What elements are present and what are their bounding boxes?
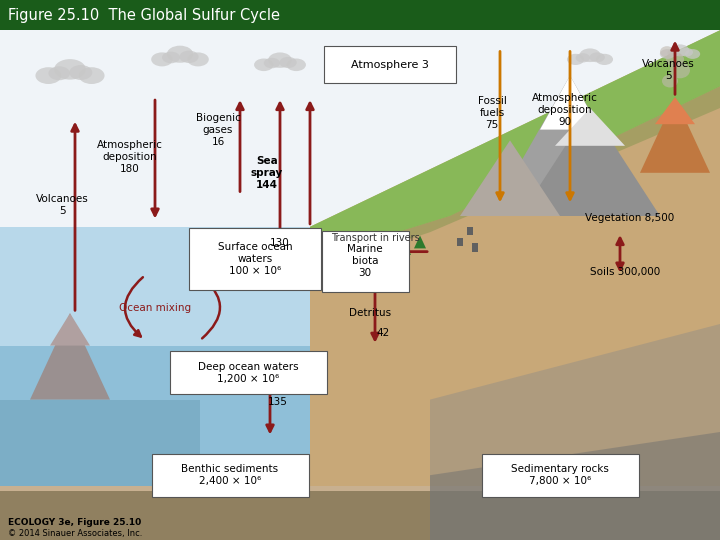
FancyBboxPatch shape	[482, 454, 639, 497]
Text: Benthic sediments
2,400 × 10⁶: Benthic sediments 2,400 × 10⁶	[181, 464, 279, 486]
Ellipse shape	[151, 52, 173, 66]
Text: Transport in rivers: Transport in rivers	[330, 233, 419, 242]
Bar	[457, 238, 463, 246]
Polygon shape	[399, 242, 411, 255]
Polygon shape	[460, 140, 560, 216]
Ellipse shape	[187, 52, 209, 66]
Text: Volcanoes
5: Volcanoes 5	[35, 194, 89, 216]
Ellipse shape	[666, 52, 684, 66]
Ellipse shape	[35, 67, 61, 84]
Ellipse shape	[671, 44, 689, 56]
Text: Ocean mixing: Ocean mixing	[119, 303, 191, 313]
Text: Atmospheric
deposition
90: Atmospheric deposition 90	[532, 93, 598, 127]
Polygon shape	[0, 346, 430, 486]
Polygon shape	[354, 232, 366, 245]
FancyBboxPatch shape	[322, 231, 408, 292]
Bar	[0, 491, 720, 540]
Polygon shape	[430, 324, 720, 540]
Polygon shape	[490, 76, 650, 216]
Polygon shape	[310, 30, 720, 259]
Polygon shape	[50, 313, 90, 346]
Ellipse shape	[54, 59, 86, 79]
Ellipse shape	[567, 54, 584, 65]
Text: 130: 130	[270, 238, 290, 248]
Text: Marine
biota
30: Marine biota 30	[347, 245, 383, 278]
FancyBboxPatch shape	[189, 228, 321, 290]
Ellipse shape	[685, 49, 700, 59]
Polygon shape	[430, 432, 720, 540]
Text: Detritus: Detritus	[349, 308, 391, 318]
Ellipse shape	[670, 62, 690, 78]
Ellipse shape	[162, 52, 180, 63]
FancyBboxPatch shape	[169, 351, 326, 394]
Ellipse shape	[595, 54, 613, 65]
Polygon shape	[310, 86, 720, 272]
Ellipse shape	[279, 57, 297, 68]
Ellipse shape	[680, 48, 693, 57]
Text: Fossil
fuels
75: Fossil fuels 75	[477, 97, 506, 130]
Polygon shape	[0, 227, 430, 486]
Bar	[0, 464, 720, 540]
Polygon shape	[540, 76, 600, 130]
Text: Atmospheric
deposition
180: Atmospheric deposition 180	[97, 140, 163, 173]
Ellipse shape	[667, 49, 680, 57]
FancyBboxPatch shape	[151, 454, 308, 497]
Ellipse shape	[69, 65, 92, 80]
Bar	[0, 0, 720, 30]
Polygon shape	[30, 313, 110, 400]
Polygon shape	[310, 30, 720, 486]
Polygon shape	[369, 238, 381, 251]
Text: Sedimentary rocks
7,800 × 10⁶: Sedimentary rocks 7,800 × 10⁶	[511, 464, 609, 486]
Polygon shape	[640, 97, 710, 173]
Ellipse shape	[287, 58, 306, 71]
Ellipse shape	[48, 66, 70, 80]
Text: Soils 300,000: Soils 300,000	[590, 267, 660, 277]
Polygon shape	[414, 235, 426, 248]
Text: Vegetation 8,500: Vegetation 8,500	[585, 213, 675, 223]
Ellipse shape	[78, 67, 104, 84]
Text: Surface ocean
waters
100 × 10⁶: Surface ocean waters 100 × 10⁶	[217, 242, 292, 276]
Text: © 2014 Sinauer Associates, Inc.: © 2014 Sinauer Associates, Inc.	[8, 529, 143, 538]
Text: Deep ocean waters
1,200 × 10⁶: Deep ocean waters 1,200 × 10⁶	[198, 362, 298, 383]
Text: Biogenic
gases
16: Biogenic gases 16	[196, 113, 240, 146]
Ellipse shape	[590, 52, 605, 62]
Ellipse shape	[660, 49, 675, 59]
Ellipse shape	[580, 49, 600, 62]
Polygon shape	[520, 108, 660, 216]
Polygon shape	[0, 400, 200, 486]
Text: 135: 135	[268, 397, 288, 407]
Polygon shape	[655, 97, 695, 124]
Ellipse shape	[662, 75, 678, 87]
Polygon shape	[555, 108, 625, 146]
Text: Atmosphere 3: Atmosphere 3	[351, 60, 429, 70]
Ellipse shape	[254, 58, 274, 71]
Bar	[467, 227, 473, 235]
Ellipse shape	[167, 46, 193, 63]
Ellipse shape	[660, 46, 674, 57]
FancyBboxPatch shape	[324, 46, 456, 83]
Text: 42: 42	[377, 328, 390, 338]
Ellipse shape	[575, 53, 590, 63]
Text: Figure 25.10  The Global Sulfur Cycle: Figure 25.10 The Global Sulfur Cycle	[8, 8, 280, 23]
Bar	[472, 243, 478, 252]
Ellipse shape	[268, 52, 292, 68]
Ellipse shape	[179, 51, 199, 63]
Ellipse shape	[264, 58, 280, 68]
Polygon shape	[384, 240, 396, 253]
Text: ECOLOGY 3e, Figure 25.10: ECOLOGY 3e, Figure 25.10	[8, 518, 141, 527]
Text: Volcanoes
5: Volcanoes 5	[642, 59, 694, 81]
Text: Sea
spray
144: Sea spray 144	[251, 156, 283, 190]
